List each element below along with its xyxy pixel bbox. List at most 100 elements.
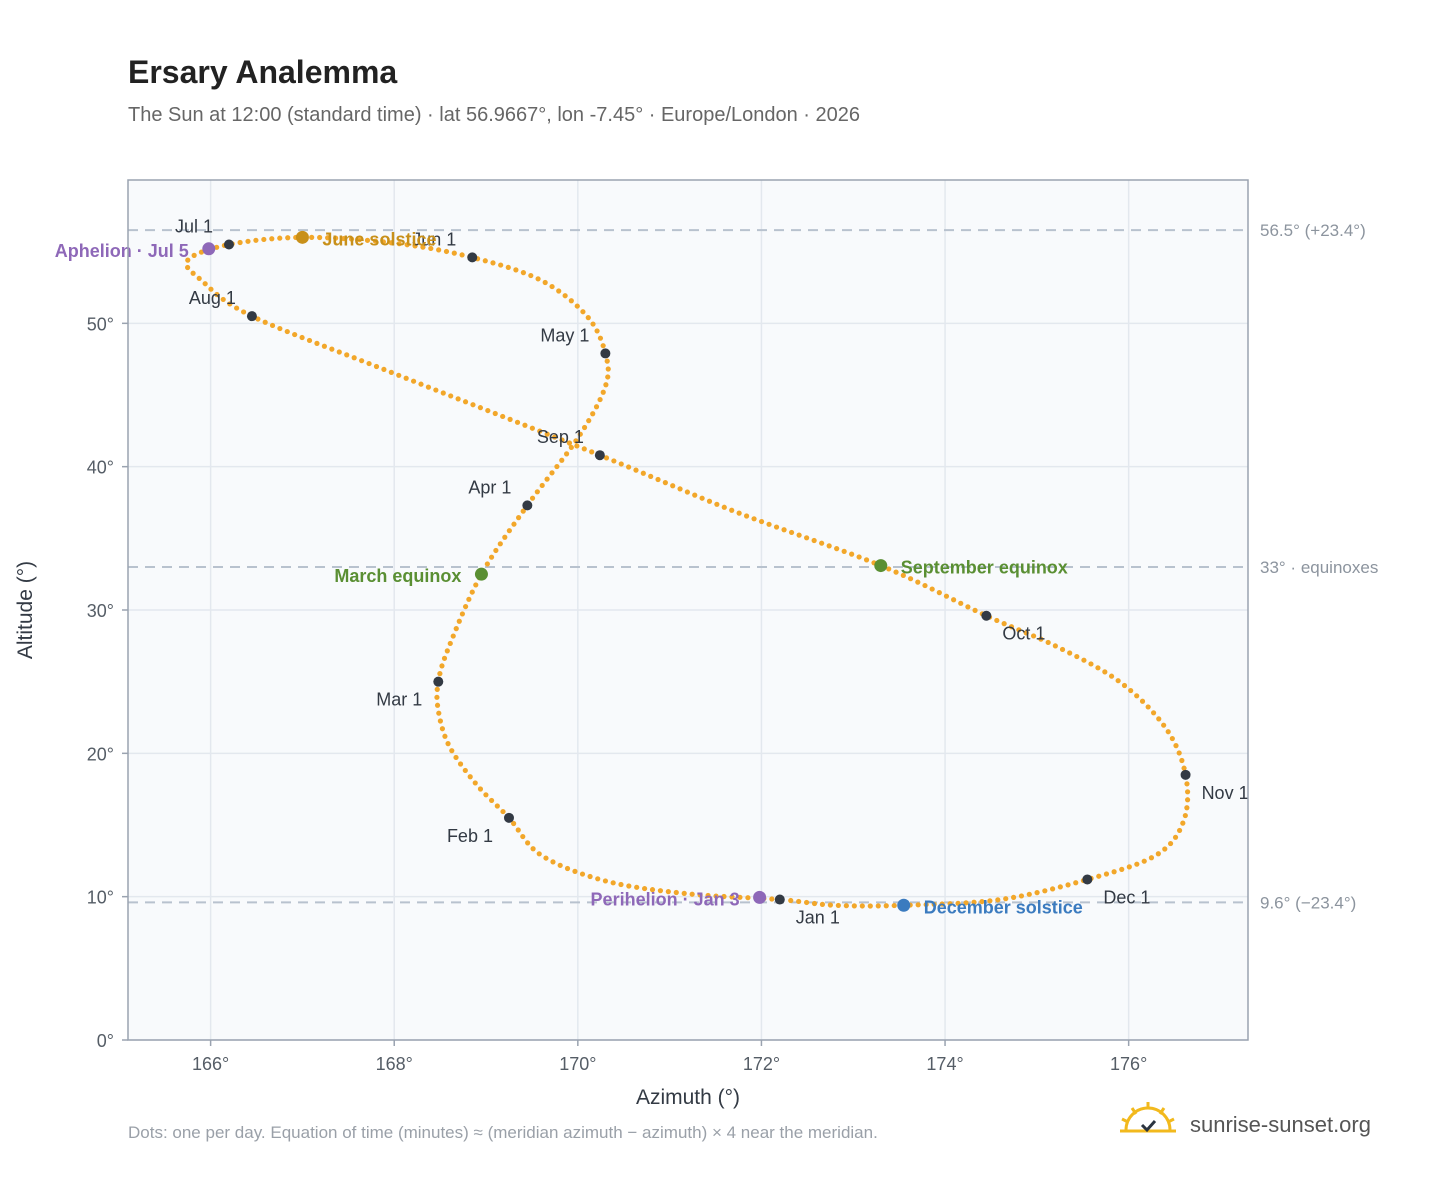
daily-dot bbox=[1126, 864, 1132, 870]
daily-dot bbox=[412, 243, 418, 249]
daily-dot bbox=[670, 483, 676, 489]
daily-dot bbox=[469, 589, 475, 595]
daily-dot bbox=[574, 303, 580, 309]
daily-dot bbox=[396, 241, 402, 247]
daily-dot bbox=[994, 617, 1000, 624]
daily-dot bbox=[453, 626, 459, 632]
daily-dot bbox=[500, 413, 506, 420]
daily-dot bbox=[1139, 698, 1146, 704]
month-label: Oct 1 bbox=[1002, 624, 1045, 644]
daily-dot bbox=[534, 489, 540, 495]
daily-dot bbox=[834, 546, 840, 552]
y-tick-label: 0° bbox=[97, 1031, 114, 1051]
daily-dot bbox=[515, 827, 521, 833]
daily-dot bbox=[697, 892, 703, 898]
daily-dot bbox=[466, 596, 472, 602]
daily-dot bbox=[900, 572, 906, 578]
daily-dot bbox=[1165, 729, 1171, 735]
daily-dot bbox=[442, 733, 448, 739]
daily-dot bbox=[1045, 639, 1051, 646]
reference-line-label: 56.5° (+23.4°) bbox=[1260, 221, 1366, 240]
daily-dot bbox=[490, 260, 496, 266]
daily-dot bbox=[418, 381, 424, 387]
daily-dot bbox=[737, 894, 743, 900]
daily-dot bbox=[549, 470, 555, 476]
daily-dot bbox=[566, 440, 573, 446]
daily-dot bbox=[577, 431, 583, 437]
daily-dot bbox=[443, 248, 450, 255]
daily-dot bbox=[743, 513, 750, 519]
event-marker bbox=[897, 898, 911, 912]
daily-dot bbox=[589, 449, 595, 455]
daily-dot bbox=[648, 473, 654, 479]
daily-dot bbox=[585, 315, 591, 321]
axis-ticks: 166° 168° 170° 172° 174° 176° 0° 10° 20° 30° 40° 50… bbox=[87, 314, 1148, 1074]
event-marker bbox=[874, 559, 888, 573]
daily-dot bbox=[1038, 636, 1044, 642]
daily-dot bbox=[1172, 834, 1179, 840]
chart-title: Ersary Analemma bbox=[128, 54, 398, 90]
daily-dot bbox=[1150, 710, 1157, 716]
daily-dot bbox=[593, 404, 600, 410]
y-tick-label: 40° bbox=[87, 458, 114, 478]
daily-dot bbox=[543, 855, 549, 861]
brand-logo[interactable]: sunrise-sunset.org bbox=[1118, 1100, 1388, 1144]
x-tick-label: 172° bbox=[743, 1054, 780, 1074]
daily-dot bbox=[227, 301, 233, 307]
daily-dot bbox=[269, 322, 276, 329]
event-label: March equinox bbox=[334, 566, 461, 586]
daily-dot bbox=[299, 334, 305, 341]
daily-dot bbox=[1162, 846, 1168, 852]
month-marker bbox=[594, 450, 605, 461]
daily-dot bbox=[649, 887, 656, 893]
daily-dot bbox=[428, 245, 434, 252]
daily-dot bbox=[580, 309, 586, 315]
daily-dot bbox=[665, 889, 671, 895]
daily-dot bbox=[436, 710, 442, 716]
daily-dot bbox=[388, 369, 394, 375]
daily-dot bbox=[1074, 653, 1080, 660]
x-tick-label: 166° bbox=[192, 1054, 229, 1074]
daily-dot bbox=[483, 792, 489, 798]
daily-dot bbox=[492, 410, 498, 417]
daily-dot bbox=[729, 507, 735, 513]
daily-dot bbox=[506, 528, 512, 534]
daily-dot bbox=[336, 349, 342, 355]
daily-dot bbox=[1134, 861, 1140, 867]
daily-dot bbox=[529, 495, 536, 501]
daily-dot bbox=[1016, 627, 1022, 633]
daily-dot bbox=[262, 319, 268, 325]
daily-dot bbox=[721, 893, 727, 900]
reference-line-label: 33° · equinoxes bbox=[1260, 558, 1378, 577]
daily-dot bbox=[931, 901, 937, 907]
daily-dot bbox=[544, 476, 550, 482]
daily-dot bbox=[835, 902, 841, 909]
daily-dot bbox=[539, 482, 545, 489]
daily-dot bbox=[1088, 661, 1094, 667]
daily-dot bbox=[1145, 704, 1151, 710]
event-label: December solstice bbox=[924, 897, 1083, 917]
daily-dot bbox=[729, 894, 735, 900]
daily-dot bbox=[958, 600, 964, 606]
daily-dot bbox=[1169, 735, 1175, 742]
daily-dot bbox=[437, 671, 443, 677]
daily-dot bbox=[314, 340, 320, 346]
daily-dot bbox=[511, 820, 517, 827]
daily-dot bbox=[1121, 682, 1128, 689]
daily-dot bbox=[364, 237, 371, 243]
daily-dot bbox=[1182, 812, 1188, 819]
daily-dot bbox=[292, 331, 298, 338]
daily-dot bbox=[1034, 890, 1040, 896]
daily-dot bbox=[396, 372, 402, 378]
daily-dot bbox=[1184, 789, 1191, 795]
daily-dot bbox=[907, 576, 914, 582]
event-label: September equinox bbox=[901, 558, 1068, 578]
daily-dot bbox=[185, 264, 191, 271]
daily-dot bbox=[528, 272, 534, 279]
daily-dot bbox=[796, 898, 802, 905]
month-label: May 1 bbox=[540, 325, 589, 345]
daily-dot bbox=[552, 434, 558, 440]
daily-dot bbox=[261, 236, 267, 243]
month-marker bbox=[246, 311, 257, 322]
